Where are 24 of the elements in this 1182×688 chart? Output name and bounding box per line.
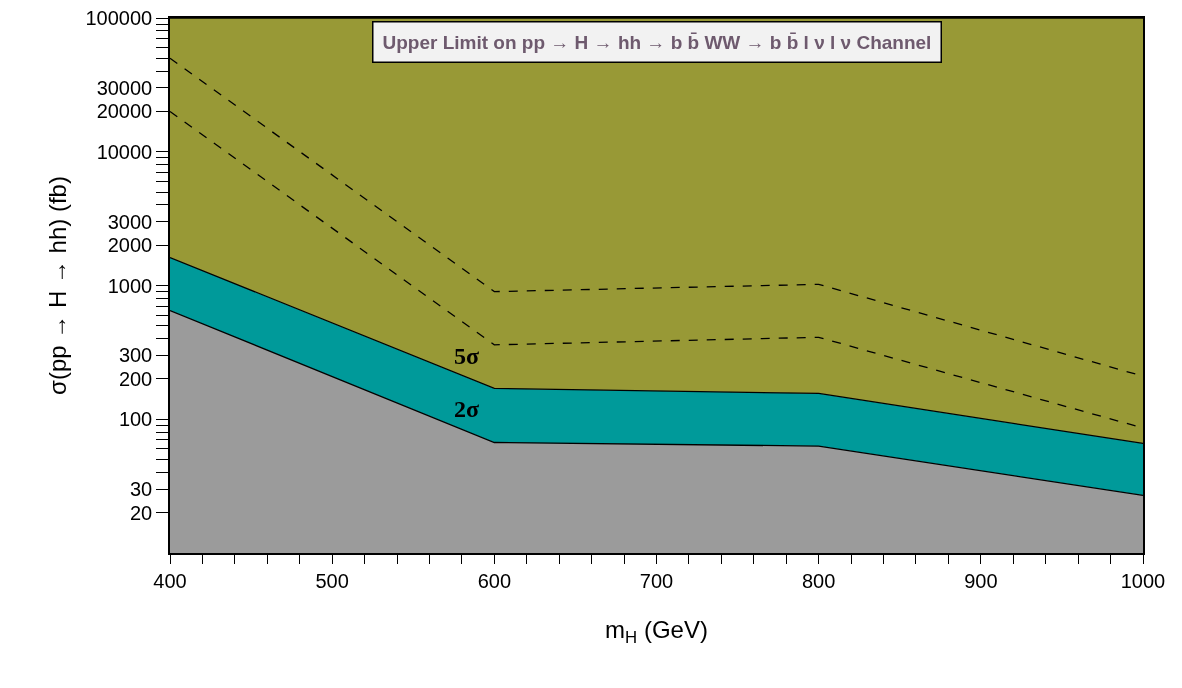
x-tick-label: 600 (477, 569, 512, 592)
y-tick-label: 3000 (107, 210, 153, 233)
y-tick-label: 20 (130, 501, 153, 524)
y-tick-label: 100000 (85, 7, 153, 29)
x-axis-title: m$_{H}$ (GeV) (605, 615, 708, 647)
y-tick-label: 1000 (107, 274, 153, 297)
annotation: 2σ (454, 396, 480, 422)
x-tick-label: 900 (964, 569, 998, 592)
y-tick-label: 2000 (107, 234, 153, 257)
y-tick-label: 30 (130, 478, 153, 501)
y-tick-label: 100 (118, 408, 153, 431)
annotation: 5σ (454, 343, 480, 369)
y-tick-label: 20000 (96, 100, 153, 123)
y-axis-title: σ(pp → H → hh) (fb) (44, 176, 72, 395)
x-tick-label: 800 (801, 569, 836, 592)
y-tick-label: 300 (118, 344, 153, 367)
x-tick-label: 1000 (1120, 569, 1166, 592)
x-tick-label: 700 (639, 569, 674, 592)
x-tick-label: 400 (153, 569, 187, 592)
y-tick-label: 200 (118, 367, 153, 390)
y-tick-label: 10000 (96, 140, 153, 163)
text: Upper Limit on pp → H → hh → b b̄ WW → b b̄ l ν l ν Channel (382, 31, 932, 53)
x-tick-label: 500 (315, 569, 349, 592)
y-tick-label: 30000 (96, 76, 153, 99)
